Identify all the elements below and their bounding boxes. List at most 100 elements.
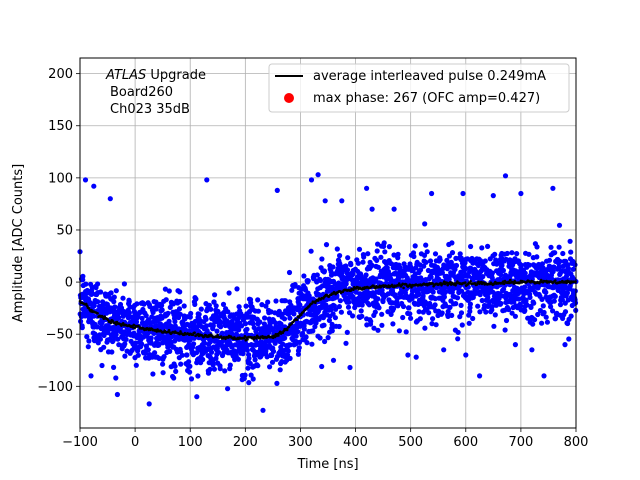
annotation-line-1: ATLAS Upgrade xyxy=(105,68,206,83)
sample-point xyxy=(518,262,524,268)
sample-point xyxy=(372,309,378,315)
sample-point xyxy=(282,298,288,304)
sample-point xyxy=(430,289,436,295)
sample-point xyxy=(308,248,314,254)
sample-point xyxy=(379,311,385,317)
sample-point xyxy=(350,313,356,319)
sample-point xyxy=(176,306,183,312)
sample-point xyxy=(378,254,384,260)
x-tick-label: 100 xyxy=(178,435,203,450)
sample-point xyxy=(133,362,139,368)
atlas-annotation: ATLAS Upgrade Board260 Ch023 35dB xyxy=(105,68,206,117)
sample-point xyxy=(336,304,342,310)
sample-point xyxy=(458,255,464,261)
x-tick-label: 200 xyxy=(233,435,258,450)
sample-point xyxy=(376,305,382,311)
sample-point xyxy=(313,320,319,326)
sample-point xyxy=(565,320,571,327)
sample-point xyxy=(509,250,515,256)
sample-point xyxy=(570,266,576,272)
sample-point xyxy=(548,244,554,250)
sample-point xyxy=(556,222,563,228)
sample-point xyxy=(509,310,515,316)
sample-point xyxy=(281,347,287,354)
sample-point xyxy=(346,299,352,305)
sample-point xyxy=(213,355,219,361)
sample-point xyxy=(365,251,371,257)
sample-point xyxy=(179,352,185,358)
pulse-point xyxy=(179,330,182,333)
outlier-point xyxy=(315,172,321,178)
sample-point xyxy=(483,309,489,315)
sample-point xyxy=(265,299,271,305)
sample-point xyxy=(523,297,529,303)
sample-point xyxy=(150,371,156,377)
x-tick-label: 400 xyxy=(343,435,368,450)
sample-point xyxy=(248,372,254,378)
sample-point xyxy=(95,299,101,305)
sample-point xyxy=(115,336,121,342)
sample-point xyxy=(150,309,156,315)
sample-point xyxy=(162,286,168,292)
sample-point xyxy=(457,251,463,257)
sample-point xyxy=(233,331,239,337)
sample-point xyxy=(126,310,132,316)
sample-point xyxy=(186,359,192,365)
sample-point xyxy=(429,321,435,327)
outlier-point xyxy=(107,196,113,202)
sample-point xyxy=(122,341,128,347)
sample-point xyxy=(319,363,325,370)
sample-point xyxy=(234,286,240,292)
outlier-point xyxy=(260,407,266,413)
sample-point xyxy=(113,288,119,294)
sample-point xyxy=(480,274,486,280)
outlier-point xyxy=(463,352,469,358)
sample-point xyxy=(560,250,566,257)
sample-point xyxy=(323,242,330,248)
sample-point xyxy=(463,265,469,272)
sample-point xyxy=(546,257,553,263)
sample-point xyxy=(193,296,199,302)
sample-point xyxy=(375,327,381,333)
sample-point xyxy=(94,324,100,330)
sample-point xyxy=(531,300,537,306)
sample-point xyxy=(375,296,381,302)
sample-point xyxy=(246,380,252,386)
sample-point xyxy=(552,250,558,256)
sample-point xyxy=(363,272,369,278)
sample-point xyxy=(296,345,302,351)
sample-point xyxy=(459,322,465,328)
sample-point xyxy=(304,340,310,346)
outlier-point xyxy=(138,344,144,350)
outlier-point xyxy=(364,185,370,191)
sample-point xyxy=(166,318,172,324)
sample-point xyxy=(552,293,558,299)
x-tick-label: 500 xyxy=(398,435,423,450)
pulse-point xyxy=(252,338,255,341)
sample-point xyxy=(572,288,578,294)
sample-point xyxy=(325,335,331,341)
sample-point xyxy=(388,311,394,317)
sample-point xyxy=(159,307,165,313)
sample-point xyxy=(556,244,562,250)
pulse-point xyxy=(509,278,512,282)
sample-point xyxy=(381,240,387,246)
sample-point xyxy=(116,315,122,321)
sample-point xyxy=(146,401,152,407)
sample-point xyxy=(269,359,276,365)
sample-point xyxy=(458,310,465,316)
outlier-point xyxy=(460,190,466,197)
sample-point xyxy=(375,264,381,270)
sample-point xyxy=(334,246,340,252)
sample-point xyxy=(504,250,510,257)
sample-point xyxy=(408,315,414,321)
outlier-point xyxy=(85,344,91,350)
sample-point xyxy=(359,313,365,319)
outlier-point xyxy=(550,185,556,191)
outlier-point xyxy=(154,354,160,360)
sample-point xyxy=(548,304,554,310)
sample-point xyxy=(448,259,454,265)
outlier-point xyxy=(490,193,496,199)
sample-point xyxy=(528,304,534,310)
sample-point xyxy=(122,353,128,359)
